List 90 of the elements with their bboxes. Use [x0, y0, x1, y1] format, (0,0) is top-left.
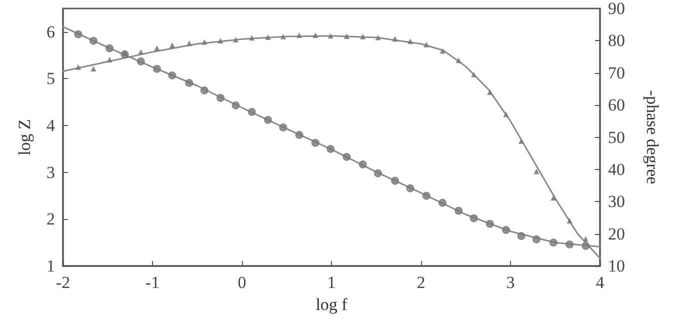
y-tick-label: 3 [46, 162, 55, 182]
x-tick-label: 4 [596, 273, 605, 292]
point [582, 242, 590, 250]
x-tick-label: 3 [506, 273, 515, 292]
point [534, 169, 539, 174]
y-tick-label: 5 [46, 69, 55, 88]
point [517, 232, 526, 240]
point [280, 34, 286, 40]
point [264, 116, 272, 124]
point [76, 64, 81, 70]
point [342, 152, 351, 161]
point [312, 33, 318, 38]
point [279, 123, 288, 132]
point [502, 226, 510, 234]
point [74, 30, 82, 38]
point [376, 35, 381, 40]
point [487, 90, 492, 96]
point [185, 78, 194, 87]
point [438, 198, 446, 207]
point [454, 206, 463, 215]
point [550, 196, 556, 201]
point [440, 48, 445, 54]
point [583, 236, 588, 242]
point [567, 218, 572, 224]
point [295, 130, 304, 139]
point [170, 43, 175, 48]
point [138, 50, 144, 55]
point [360, 34, 366, 40]
y2-tick-label: 90 [608, 0, 625, 18]
point [202, 40, 207, 45]
point [249, 36, 254, 41]
point [90, 66, 96, 72]
point [566, 240, 574, 248]
y-tick-label: 4 [46, 116, 56, 136]
x-tick-label: 2 [416, 273, 426, 292]
y2-tick-label: 80 [608, 31, 625, 50]
point [504, 112, 509, 118]
point [408, 39, 413, 44]
point [89, 36, 98, 45]
point [391, 176, 400, 185]
y2-tick-label: 20 [608, 224, 625, 244]
point [200, 86, 208, 94]
x-tick-label: -2 [56, 273, 70, 292]
point [168, 71, 176, 80]
point [218, 38, 224, 44]
point [326, 144, 335, 153]
y-axis-title: log Z [15, 119, 34, 156]
point [486, 220, 494, 228]
point [328, 34, 334, 39]
x-tick-label: 0 [238, 273, 246, 292]
point [296, 33, 302, 38]
point [344, 34, 350, 40]
y2-tick-label: 10 [608, 256, 625, 276]
point [518, 138, 524, 144]
point [233, 38, 238, 43]
point [422, 192, 430, 200]
point [152, 64, 161, 73]
point [549, 238, 558, 247]
point [216, 94, 225, 102]
point [471, 72, 476, 78]
point [107, 58, 112, 62]
point [136, 57, 145, 66]
point [358, 160, 367, 168]
point [154, 46, 160, 51]
point [424, 42, 429, 48]
point [248, 108, 256, 116]
point [122, 50, 128, 56]
point [232, 101, 240, 110]
point [374, 169, 382, 178]
x-tick-label: -1 [145, 273, 160, 292]
y2-tick-label: 70 [608, 63, 625, 82]
y-tick-label: 1 [46, 256, 55, 276]
y2-axis-title: -phase degree [643, 90, 662, 184]
point [311, 138, 320, 147]
point [532, 235, 540, 244]
x-tick-label: 1 [327, 273, 336, 292]
point [406, 184, 414, 192]
point [392, 36, 398, 42]
y2-tick-label: 50 [608, 128, 625, 147]
y-tick-label: 6 [46, 22, 55, 42]
x-axis-title: log f [316, 295, 348, 314]
y-tick-label: 2 [46, 210, 55, 229]
point [470, 214, 478, 222]
y2-tick-label: 60 [608, 96, 625, 115]
y2-tick-label: 30 [608, 192, 625, 212]
y2-tick-label: 40 [608, 160, 625, 179]
point [186, 41, 192, 46]
point [106, 44, 114, 52]
point [456, 58, 462, 64]
point [265, 34, 270, 40]
